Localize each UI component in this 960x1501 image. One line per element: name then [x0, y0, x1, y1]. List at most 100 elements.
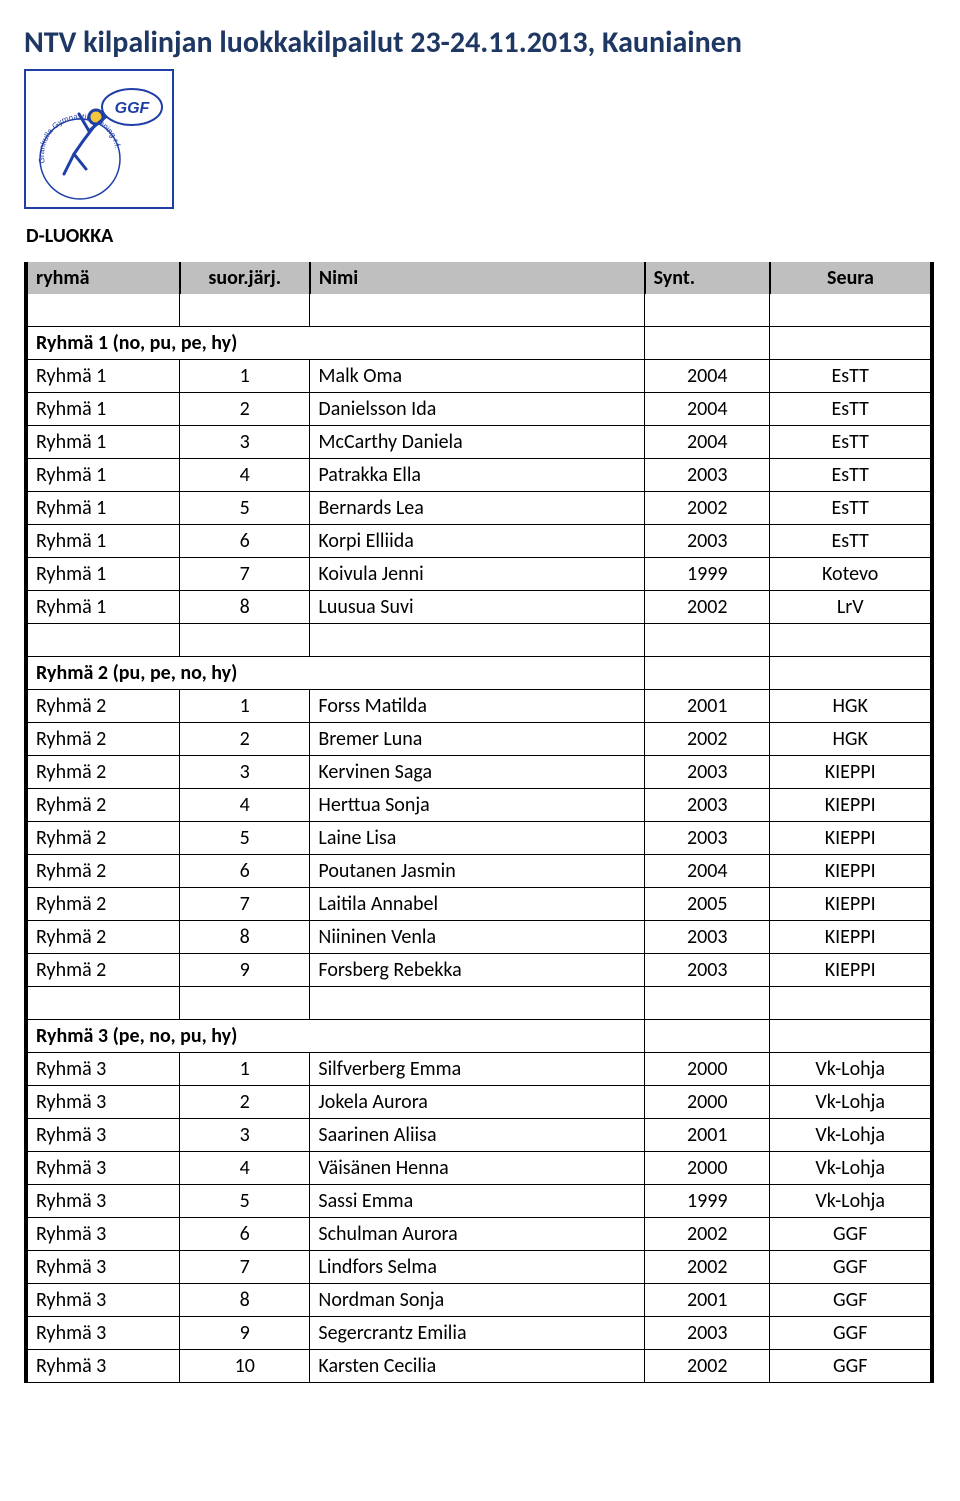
cell-nimi: Väisänen Henna — [310, 1152, 645, 1185]
cell-ryhma: Ryhmä 1 — [26, 393, 180, 426]
table-row: Ryhmä 13McCarthy Daniela2004EsTT — [26, 426, 932, 459]
cell-nimi: Kervinen Saga — [310, 756, 645, 789]
cell-jarj: 6 — [180, 1218, 310, 1251]
cell-jarj: 3 — [180, 1119, 310, 1152]
empty-cell — [310, 987, 645, 1020]
empty-cell — [770, 987, 932, 1020]
cell-synt: 2004 — [645, 426, 770, 459]
cell-seura: EsTT — [770, 525, 932, 558]
cell-synt: 2003 — [645, 525, 770, 558]
table-empty-row — [26, 624, 932, 657]
empty-cell — [26, 294, 180, 327]
page-title: NTV kilpalinjan luokkakilpailut 23-24.11… — [24, 24, 936, 61]
table-row: Ryhmä 21Forss Matilda2001HGK — [26, 690, 932, 723]
cell-jarj: 4 — [180, 1152, 310, 1185]
cell-ryhma: Ryhmä 2 — [26, 888, 180, 921]
cell-jarj: 5 — [180, 1185, 310, 1218]
table-row: Ryhmä 34Väisänen Henna2000Vk-Lohja — [26, 1152, 932, 1185]
table-row: Ryhmä 32Jokela Aurora2000Vk-Lohja — [26, 1086, 932, 1119]
results-table: ryhmä suor.järj. Nimi Synt. Seura Ryhmä … — [24, 262, 934, 1383]
cell-seura: Vk-Lohja — [770, 1119, 932, 1152]
cell-ryhma: Ryhmä 3 — [26, 1284, 180, 1317]
cell-ryhma: Ryhmä 2 — [26, 756, 180, 789]
cell-ryhma: Ryhmä 3 — [26, 1119, 180, 1152]
col-header-nimi: Nimi — [310, 262, 645, 294]
table-row: Ryhmä 26Poutanen Jasmin2004KIEPPI — [26, 855, 932, 888]
cell-ryhma: Ryhmä 3 — [26, 1350, 180, 1383]
group-header-label: Ryhmä 3 (pe, no, pu, hy) — [26, 1020, 645, 1053]
group-header-empty — [645, 657, 770, 690]
cell-synt: 2002 — [645, 1251, 770, 1284]
cell-synt: 2003 — [645, 1317, 770, 1350]
cell-jarj: 7 — [180, 888, 310, 921]
cell-ryhma: Ryhmä 2 — [26, 690, 180, 723]
cell-jarj: 6 — [180, 855, 310, 888]
table-row: Ryhmä 310Karsten Cecilia2002GGF — [26, 1350, 932, 1383]
empty-cell — [26, 987, 180, 1020]
group-header-empty — [645, 1020, 770, 1053]
cell-seura: Kotevo — [770, 558, 932, 591]
cell-ryhma: Ryhmä 2 — [26, 921, 180, 954]
col-header-synt: Synt. — [645, 262, 770, 294]
table-row: Ryhmä 18Luusua Suvi2002LrV — [26, 591, 932, 624]
cell-seura: GGF — [770, 1218, 932, 1251]
table-row: Ryhmä 14Patrakka Ella2003EsTT — [26, 459, 932, 492]
table-row: Ryhmä 33Saarinen Aliisa2001Vk-Lohja — [26, 1119, 932, 1152]
cell-seura: GGF — [770, 1317, 932, 1350]
cell-seura: EsTT — [770, 492, 932, 525]
cell-synt: 2004 — [645, 360, 770, 393]
cell-jarj: 2 — [180, 723, 310, 756]
cell-jarj: 10 — [180, 1350, 310, 1383]
cell-seura: EsTT — [770, 393, 932, 426]
table-header-row: ryhmä suor.järj. Nimi Synt. Seura — [26, 262, 932, 294]
svg-text:GGF: GGF — [115, 100, 151, 117]
table-row: Ryhmä 15Bernards Lea2002EsTT — [26, 492, 932, 525]
cell-nimi: Lindfors Selma — [310, 1251, 645, 1284]
table-row: Ryhmä 31Silfverberg Emma2000Vk-Lohja — [26, 1053, 932, 1086]
group-header-empty — [645, 327, 770, 360]
group-header-label: Ryhmä 1 (no, pu, pe, hy) — [26, 327, 645, 360]
cell-ryhma: Ryhmä 3 — [26, 1185, 180, 1218]
cell-synt: 1999 — [645, 1185, 770, 1218]
table-row: Ryhmä 36Schulman Aurora2002GGF — [26, 1218, 932, 1251]
empty-cell — [180, 624, 310, 657]
table-row: Ryhmä 35Sassi Emma1999Vk-Lohja — [26, 1185, 932, 1218]
cell-jarj: 9 — [180, 954, 310, 987]
cell-nimi: Sassi Emma — [310, 1185, 645, 1218]
cell-ryhma: Ryhmä 1 — [26, 426, 180, 459]
cell-synt: 1999 — [645, 558, 770, 591]
empty-cell — [26, 624, 180, 657]
empty-cell — [645, 624, 770, 657]
cell-nimi: Jokela Aurora — [310, 1086, 645, 1119]
cell-nimi: Karsten Cecilia — [310, 1350, 645, 1383]
cell-synt: 2004 — [645, 393, 770, 426]
table-row: Ryhmä 12Danielsson Ida2004EsTT — [26, 393, 932, 426]
table-row: Ryhmä 28Niininen Venla2003KIEPPI — [26, 921, 932, 954]
cell-jarj: 1 — [180, 690, 310, 723]
empty-cell — [770, 624, 932, 657]
cell-jarj: 3 — [180, 756, 310, 789]
cell-ryhma: Ryhmä 1 — [26, 492, 180, 525]
cell-jarj: 4 — [180, 459, 310, 492]
cell-jarj: 3 — [180, 426, 310, 459]
empty-cell — [770, 294, 932, 327]
cell-jarj: 5 — [180, 822, 310, 855]
empty-cell — [180, 294, 310, 327]
col-header-ryhma: ryhmä — [26, 262, 180, 294]
cell-seura: Vk-Lohja — [770, 1152, 932, 1185]
cell-synt: 2003 — [645, 954, 770, 987]
table-row: Ryhmä 24Herttua Sonja2003KIEPPI — [26, 789, 932, 822]
cell-nimi: Bernards Lea — [310, 492, 645, 525]
cell-ryhma: Ryhmä 1 — [26, 558, 180, 591]
cell-synt: 2004 — [645, 855, 770, 888]
cell-seura: KIEPPI — [770, 921, 932, 954]
cell-synt: 2005 — [645, 888, 770, 921]
cell-nimi: Danielsson Ida — [310, 393, 645, 426]
table-row: Ryhmä 25Laine Lisa2003KIEPPI — [26, 822, 932, 855]
cell-nimi: Herttua Sonja — [310, 789, 645, 822]
table-row: Ryhmä 11Malk Oma2004EsTT — [26, 360, 932, 393]
cell-ryhma: Ryhmä 1 — [26, 591, 180, 624]
cell-jarj: 4 — [180, 789, 310, 822]
cell-nimi: Laine Lisa — [310, 822, 645, 855]
col-header-seura: Seura — [770, 262, 932, 294]
